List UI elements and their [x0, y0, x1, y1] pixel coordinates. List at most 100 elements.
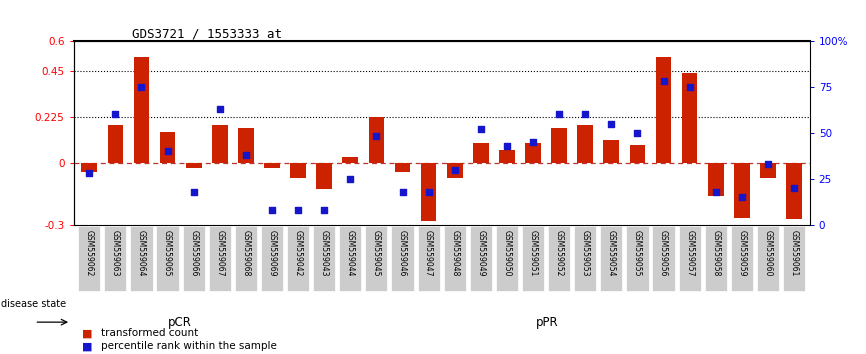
Text: GSM559052: GSM559052 — [554, 230, 564, 276]
Point — [344, 176, 358, 182]
Bar — [81, 164, 97, 172]
Bar — [212, 125, 228, 164]
Bar — [104, 226, 126, 291]
Text: GSM559059: GSM559059 — [737, 230, 746, 277]
Text: GSM559042: GSM559042 — [294, 230, 302, 276]
Text: GSM559066: GSM559066 — [189, 230, 198, 277]
Bar — [734, 164, 750, 218]
Bar — [679, 226, 701, 291]
Point — [630, 130, 644, 136]
Point — [787, 185, 801, 191]
Bar — [339, 226, 361, 291]
Point — [422, 189, 436, 194]
Text: GSM559056: GSM559056 — [659, 230, 668, 277]
Point — [735, 194, 749, 200]
Bar — [107, 125, 123, 164]
Bar — [78, 226, 100, 291]
Bar — [395, 164, 410, 172]
Bar — [760, 164, 776, 178]
Bar — [578, 125, 593, 164]
Text: disease state: disease state — [1, 298, 66, 309]
Bar — [525, 143, 541, 164]
Bar — [548, 226, 570, 291]
Bar — [626, 226, 649, 291]
Text: GSM559067: GSM559067 — [216, 230, 224, 277]
Text: GSM559061: GSM559061 — [790, 230, 798, 276]
Point — [161, 148, 175, 154]
Point — [474, 126, 488, 132]
Text: GSM559051: GSM559051 — [528, 230, 538, 276]
Text: pPR: pPR — [536, 316, 559, 329]
Point — [526, 139, 540, 145]
Bar — [682, 73, 697, 164]
Point — [448, 167, 462, 172]
Text: GSM559068: GSM559068 — [242, 230, 250, 276]
Text: GSM559045: GSM559045 — [372, 230, 381, 277]
Bar — [287, 226, 309, 291]
Bar — [342, 157, 359, 164]
Bar — [421, 164, 436, 221]
Point — [187, 189, 201, 194]
Text: GSM559055: GSM559055 — [633, 230, 642, 277]
Point — [656, 78, 670, 84]
Bar — [264, 164, 280, 167]
Text: GSM559062: GSM559062 — [85, 230, 94, 276]
Bar — [656, 57, 671, 164]
Point — [134, 84, 148, 90]
Text: GSM559057: GSM559057 — [685, 230, 695, 277]
Bar — [447, 164, 462, 178]
Text: transformed count: transformed count — [101, 329, 198, 338]
Bar — [369, 118, 385, 164]
Point — [213, 106, 227, 112]
Bar — [708, 164, 724, 196]
Bar — [159, 132, 176, 164]
Text: ■: ■ — [82, 341, 93, 351]
Text: GSM559064: GSM559064 — [137, 230, 146, 277]
Bar — [183, 226, 204, 291]
Bar — [630, 145, 645, 164]
Text: GSM559049: GSM559049 — [476, 230, 485, 277]
Bar — [731, 226, 753, 291]
Bar — [705, 226, 727, 291]
Bar — [290, 164, 306, 178]
Bar — [552, 128, 567, 164]
Point — [682, 84, 696, 90]
Bar — [574, 226, 597, 291]
Bar — [757, 226, 779, 291]
Text: GSM559047: GSM559047 — [424, 230, 433, 277]
Bar — [235, 226, 257, 291]
Bar — [261, 226, 283, 291]
Point — [265, 207, 279, 213]
Point — [108, 112, 122, 117]
Point — [396, 189, 410, 194]
Bar — [131, 226, 152, 291]
Point — [578, 112, 592, 117]
Point — [82, 170, 96, 176]
Point — [239, 152, 253, 158]
Point — [317, 207, 331, 213]
Text: GSM559054: GSM559054 — [607, 230, 616, 277]
Point — [500, 143, 514, 148]
Bar — [786, 164, 802, 219]
Bar — [186, 164, 202, 167]
Bar — [313, 226, 335, 291]
Text: GSM559060: GSM559060 — [764, 230, 772, 277]
Bar — [499, 150, 514, 164]
Text: GSM559048: GSM559048 — [450, 230, 459, 276]
Text: GSM559050: GSM559050 — [502, 230, 512, 277]
Bar — [600, 226, 623, 291]
Text: pCR: pCR — [167, 316, 191, 329]
Bar — [209, 226, 231, 291]
Text: GSM559065: GSM559065 — [163, 230, 172, 277]
Bar — [604, 140, 619, 164]
Bar — [238, 128, 254, 164]
Point — [761, 161, 775, 167]
Bar — [133, 57, 149, 164]
Bar — [157, 226, 178, 291]
Point — [291, 207, 305, 213]
Bar — [522, 226, 544, 291]
Bar — [443, 226, 466, 291]
Text: ■: ■ — [82, 329, 93, 338]
Text: percentile rank within the sample: percentile rank within the sample — [101, 341, 277, 351]
Bar — [783, 226, 805, 291]
